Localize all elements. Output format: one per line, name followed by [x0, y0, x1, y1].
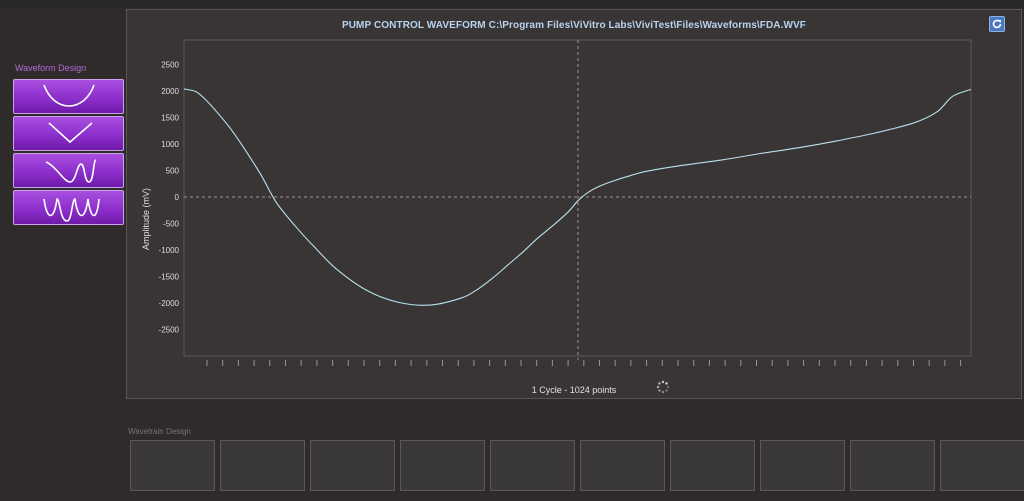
top-strip: [0, 0, 1024, 8]
wavetrain-slot[interactable]: [130, 440, 215, 491]
wavetrain-slot[interactable]: [670, 440, 755, 491]
refresh-icon: [992, 19, 1002, 29]
y-tick-label: 0: [175, 193, 180, 202]
cycle-points-label: 1 Cycle - 1024 points: [531, 385, 617, 395]
y-tick-label: 500: [166, 167, 180, 176]
y-tick-label: -1000: [159, 246, 180, 255]
wavetrain-slot[interactable]: [310, 440, 395, 491]
waveform-button-u-shape[interactable]: [13, 79, 124, 114]
y-tick-label: -1500: [159, 273, 180, 282]
y-tick-label: -2500: [159, 326, 180, 335]
waveform-button-v-shape[interactable]: [13, 116, 124, 151]
x-axis-ticks: [206, 360, 962, 366]
wavetrain-slot[interactable]: [400, 440, 485, 491]
y-tick-label: 1500: [161, 114, 179, 123]
chart-title: PUMP CONTROL WAVEFORM C:\Program Files\V…: [341, 20, 807, 31]
y-tick-label: -500: [163, 220, 180, 229]
waveform-design-label: Waveform Design: [15, 63, 87, 73]
waveform-chart-panel: PUMP CONTROL WAVEFORM C:\Program Files\V…: [126, 9, 1022, 399]
wavetrain-slot[interactable]: [850, 440, 935, 491]
multi-wave-icon: [43, 198, 100, 222]
dip-bump-wave-icon: [45, 159, 97, 183]
u-wave-icon: [43, 84, 95, 107]
y-tick-label: 2500: [161, 61, 179, 70]
wavetrain-slot[interactable]: [220, 440, 305, 491]
y-tick-label: 2000: [161, 87, 179, 96]
y-tick-label: -2000: [159, 299, 180, 308]
wavetrain-slot[interactable]: [760, 440, 845, 491]
y-axis-ticks: 2500 2000 1500 1000 500 0 -500 -1000 -1500 -2000 -…: [159, 61, 180, 335]
waveform-line: [183, 88, 972, 306]
v-wave-icon: [48, 122, 93, 144]
waveform-chart: 2500 2000 1500 1000 500 0 -500 -1000 -1500 -2000 -…: [141, 39, 972, 366]
wavetrain-slot[interactable]: [580, 440, 665, 491]
refresh-button[interactable]: [989, 16, 1005, 32]
y-axis-label: Amplitude (mV): [141, 188, 151, 250]
wavetrain-design-label: Wavetrain Design: [128, 427, 191, 436]
waveform-button-dip-bump[interactable]: [13, 153, 124, 188]
wavetrain-slot[interactable]: [940, 440, 1024, 491]
wavetrain-slot[interactable]: [490, 440, 575, 491]
y-tick-label: 1000: [161, 140, 179, 149]
loading-spinner-icon: [656, 380, 670, 394]
waveform-button-multi[interactable]: [13, 190, 124, 225]
